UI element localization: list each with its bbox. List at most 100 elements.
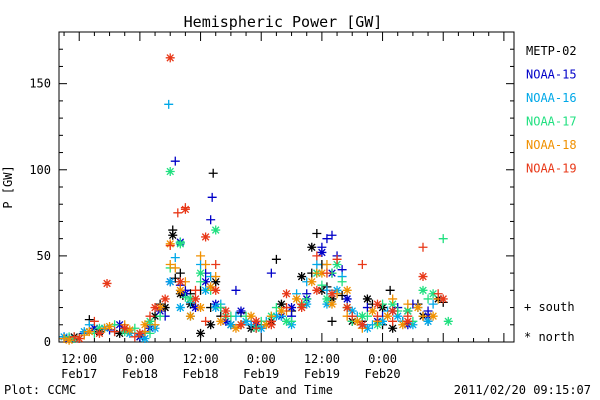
- south-point: [433, 289, 443, 299]
- legend-entry: NOAA-17: [526, 115, 577, 129]
- north-point: [317, 268, 327, 278]
- north-point: [201, 277, 211, 287]
- south-point: [89, 316, 99, 326]
- north-point: [317, 285, 327, 295]
- north-point: [423, 311, 433, 321]
- y-tick-label: 150: [29, 77, 51, 91]
- x-tick-label-time: 12:00: [61, 352, 97, 366]
- y-tick-label: 50: [37, 249, 51, 263]
- south-point: [317, 280, 327, 290]
- north-point: [393, 311, 403, 321]
- south-point: [438, 234, 448, 244]
- north-point: [175, 277, 185, 287]
- south-point: [165, 241, 175, 251]
- north-point: [367, 306, 377, 316]
- north-point: [312, 285, 322, 295]
- north-point: [211, 225, 221, 235]
- south-point: [337, 291, 347, 300]
- south-point: [357, 260, 367, 269]
- north-point: [418, 272, 428, 282]
- marker-legend-entry: * north: [524, 330, 575, 344]
- south-point: [388, 294, 398, 304]
- north-point: [327, 289, 337, 299]
- north-point: [125, 325, 135, 335]
- south-point: [196, 251, 206, 261]
- north-point: [302, 299, 312, 309]
- south-point: [170, 156, 180, 166]
- north-point: [196, 268, 206, 278]
- series-legend: METP-02 NOAA-15 NOAA-16 NOAA-17 NOAA-18 NOAA-…: [526, 44, 577, 176]
- north-point: [135, 328, 145, 338]
- south-point: [388, 316, 398, 326]
- legend-entry: NOAA-19: [526, 162, 577, 176]
- north-point: [428, 289, 438, 299]
- south-point: [196, 277, 206, 287]
- north-point: [352, 316, 362, 326]
- north-point: [221, 306, 231, 316]
- north-point: [271, 311, 281, 321]
- south-point: [418, 311, 428, 321]
- south-point: [170, 253, 180, 263]
- north-point: [327, 299, 337, 309]
- north-point: [357, 311, 367, 321]
- south-point: [164, 99, 174, 109]
- north-point: [388, 299, 398, 309]
- x-tick-label-date: Feb19: [304, 367, 340, 381]
- south-point: [312, 260, 322, 269]
- north-point: [292, 294, 302, 304]
- south-point: [155, 311, 165, 321]
- south-point: [207, 192, 217, 202]
- south-point: [271, 254, 281, 264]
- north-point: [211, 303, 221, 313]
- y-tick-label: 0: [44, 335, 51, 349]
- north-point: [443, 316, 453, 326]
- north-point: [307, 242, 317, 252]
- north-point: [145, 316, 155, 326]
- x-tick-label-date: Feb20: [364, 367, 400, 381]
- south-point: [191, 285, 200, 295]
- north-point: [175, 239, 185, 249]
- south-point: [173, 208, 183, 218]
- north-point: [115, 320, 125, 330]
- north-point: [332, 260, 342, 269]
- north-point: [276, 299, 286, 309]
- north-point: [373, 299, 382, 309]
- north-point: [160, 303, 170, 313]
- north-point: [347, 306, 357, 316]
- north-point: [287, 303, 297, 313]
- south-point: [322, 260, 332, 269]
- south-point: [373, 311, 382, 321]
- south-point: [170, 263, 180, 273]
- x-axis-label: Date and Time: [239, 383, 333, 397]
- north-point: [175, 285, 185, 295]
- north-point: [84, 327, 94, 337]
- north-point: [185, 311, 195, 321]
- south-point: [208, 168, 218, 178]
- north-point: [211, 277, 221, 287]
- south-point: [211, 260, 221, 269]
- north-point: [201, 285, 211, 295]
- north-point: [388, 323, 398, 333]
- north-point: [428, 311, 438, 321]
- north-point: [282, 316, 291, 326]
- north-point: [150, 311, 160, 321]
- north-point: [160, 294, 170, 304]
- south-point: [79, 330, 89, 340]
- south-point: [170, 273, 180, 283]
- north-point: [383, 311, 393, 321]
- south-point: [150, 320, 160, 330]
- north-point: [266, 320, 276, 330]
- north-point: [206, 320, 216, 330]
- south-point: [322, 285, 332, 295]
- south-point: [201, 260, 211, 269]
- x-tick-label-time: 0:00: [368, 352, 397, 366]
- x-axis: 12:00Feb170:00Feb1812:00Feb180:00Feb1912…: [61, 32, 505, 381]
- marker-legend: + south * north: [524, 300, 575, 344]
- north-point: [165, 167, 175, 176]
- north-point: [403, 306, 413, 316]
- north-point: [94, 323, 104, 333]
- south-point: [266, 268, 276, 278]
- north-point: [342, 285, 352, 295]
- north-point: [102, 278, 112, 288]
- north-point: [413, 303, 423, 313]
